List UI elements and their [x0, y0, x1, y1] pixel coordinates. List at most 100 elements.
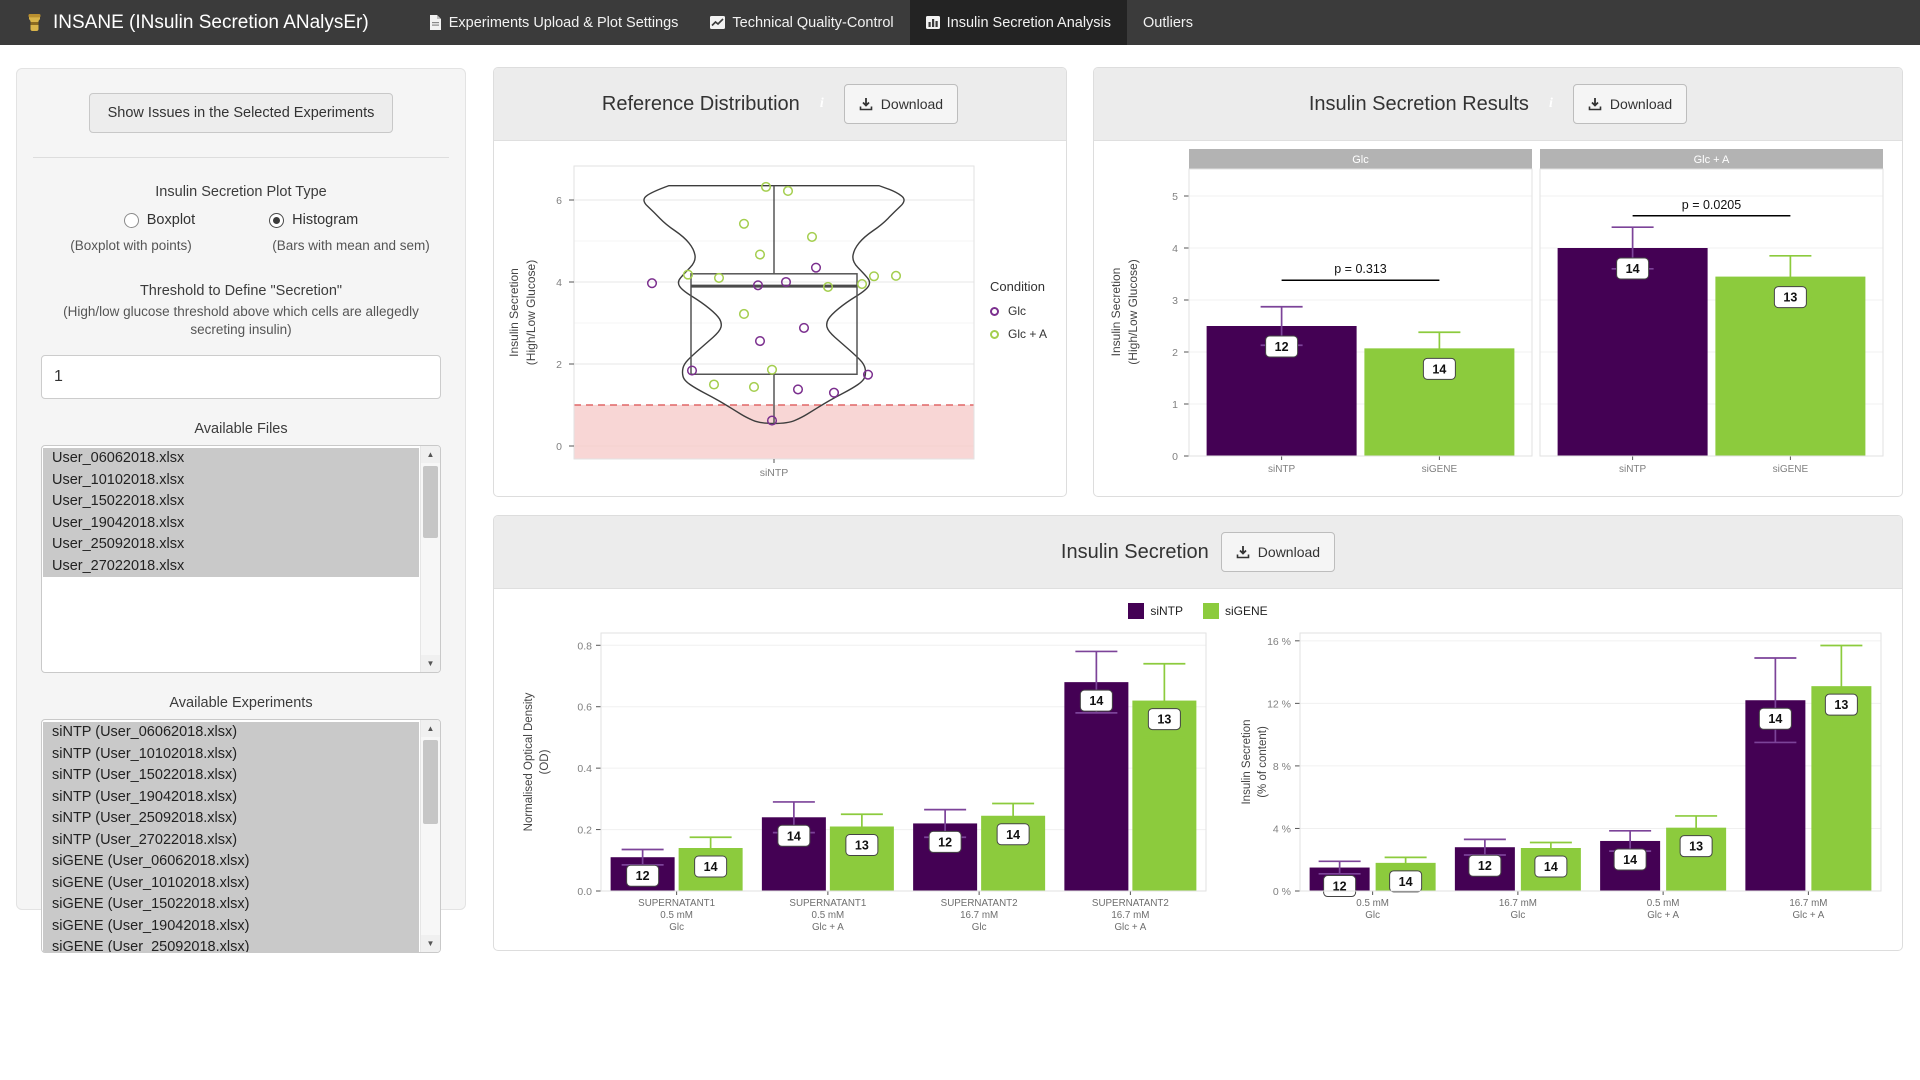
svg-text:0.5 mM: 0.5 mM	[1356, 898, 1389, 909]
info-icon[interactable]: i	[819, 96, 824, 111]
scroll-up-icon[interactable]: ▲	[421, 720, 440, 738]
svg-text:0.5 mM: 0.5 mM	[1647, 898, 1680, 909]
n-label	[845, 834, 879, 856]
svg-text:12 %: 12 %	[1267, 698, 1291, 710]
svg-text:1: 1	[1172, 399, 1178, 411]
results-panel-body: 0 1 2 3 4 5 Glc 12 siNTP 14 siGENE p = 0.313 Glc + A…	[1094, 141, 1902, 494]
svg-text:13: 13	[1783, 291, 1797, 305]
svg-text:(% of content): (% of content)	[1257, 726, 1269, 798]
file-list-item[interactable]: User_10102018.xlsx	[43, 469, 419, 492]
n-label	[626, 864, 660, 887]
download-button[interactable]: Download	[1220, 532, 1336, 572]
n-label	[1079, 689, 1113, 712]
available-files-list[interactable]: User_06062018.xlsx User_10102018.xlsx User…	[41, 445, 441, 674]
radio-histogram[interactable]: Histogram	[269, 212, 358, 228]
n-label	[1616, 257, 1650, 280]
boxplot-caption: (Boxplot with points)	[70, 238, 192, 253]
svg-text:p = 0.313: p = 0.313	[1334, 262, 1387, 276]
scroll-down-icon[interactable]: ▼	[421, 655, 440, 673]
app-title: INSANE (INsulin Secretion ANalysEr)	[53, 11, 369, 33]
scroll-up-icon[interactable]: ▲	[421, 446, 440, 464]
experiment-list-item[interactable]: siNTP (User_06062018.xlsx)	[43, 722, 419, 744]
radio-boxplot[interactable]: Boxplot	[123, 212, 196, 228]
svg-text:12: 12	[938, 835, 952, 849]
data-point	[738, 218, 750, 229]
n-label	[1773, 286, 1807, 309]
svg-text:siNTP: siNTP	[760, 467, 789, 479]
svg-text:16.7 mM: 16.7 mM	[1111, 910, 1149, 921]
experiment-list-item[interactable]: siGENE (User_25092018.xlsx)	[43, 937, 419, 953]
radio-boxplot-icon[interactable]	[123, 212, 139, 228]
legend-entry-sintp: siNTP	[1128, 603, 1183, 619]
tab-technical-qc[interactable]: Technical Quality-Control	[694, 0, 909, 45]
svg-text:SUPERNATANT1: SUPERNATANT1	[789, 898, 866, 909]
legend-title: Condition	[990, 279, 1045, 294]
file-list-item[interactable]: User_19042018.xlsx	[43, 512, 419, 535]
scroll-down-icon[interactable]: ▼	[421, 935, 440, 953]
data-point	[868, 271, 880, 282]
bar	[1064, 682, 1129, 891]
experiment-list-item[interactable]: siGENE (User_10102018.xlsx)	[43, 872, 419, 895]
legend-entry-glc: Glc	[990, 304, 1047, 318]
experiment-list-item[interactable]: siNTP (User_10102018.xlsx)	[43, 743, 419, 766]
file-list-item[interactable]: User_15022018.xlsx	[43, 491, 419, 513]
tab-experiments-upload[interactable]: Experiments Upload & Plot Settings	[413, 0, 695, 45]
svg-text:13: 13	[1834, 698, 1848, 712]
experiment-list-item[interactable]: siGENE (User_15022018.xlsx)	[43, 894, 419, 916]
sigene-swatch-icon	[1202, 603, 1219, 619]
experiment-list-item[interactable]: siNTP (User_25092018.xlsx)	[43, 808, 419, 830]
experiment-list-item[interactable]: siNTP (User_27022018.xlsx)	[43, 829, 419, 852]
svg-text:Glc + A: Glc + A	[1694, 154, 1730, 166]
file-list-item[interactable]: User_25092018.xlsx	[43, 534, 419, 556]
svg-text:SUPERNATANT2: SUPERNATANT2	[941, 898, 1018, 909]
data-point	[682, 269, 694, 280]
svg-text:0.5 mM: 0.5 mM	[660, 910, 693, 921]
download-button[interactable]: Download	[1572, 84, 1688, 124]
svg-text:2: 2	[1172, 347, 1178, 359]
radio-boxplot-label: Boxplot	[146, 212, 196, 228]
secretion-panel-header: Insulin Secretion Download	[494, 516, 1902, 589]
file-list-item[interactable]: User_06062018.xlsx	[43, 448, 419, 470]
scrollbar-thumb[interactable]	[423, 466, 438, 539]
insulin-secretion-panel: Insulin Secretion Download siNTP siGENE …	[493, 515, 1903, 951]
svg-text:SUPERNATANT2: SUPERNATANT2	[1092, 898, 1169, 909]
file-list-item[interactable]: User_27022018.xlsx	[43, 555, 419, 578]
experiment-list-item[interactable]: siNTP (User_15022018.xlsx)	[43, 765, 419, 787]
data-point	[810, 262, 822, 273]
plot-type-radio-group: Boxplot Histogram	[33, 212, 449, 228]
line-chart-icon	[710, 16, 726, 29]
experiment-list-item[interactable]: siGENE (User_06062018.xlsx)	[43, 851, 419, 873]
tab-outliers[interactable]: Outliers	[1127, 0, 1209, 45]
svg-text:0.5 mM: 0.5 mM	[812, 910, 845, 921]
radio-histogram-icon[interactable]	[269, 212, 285, 228]
legend-entry-glca: Glc + A	[990, 327, 1047, 341]
available-experiments-list[interactable]: siNTP (User_06062018.xlsx) siNTP (User_10…	[41, 719, 441, 954]
plot-type-captions: (Boxplot with points) (Bars with mean an…	[33, 238, 449, 253]
experiments-scrollbar[interactable]: ▲ ▼	[420, 720, 440, 953]
show-issues-button[interactable]: Show Issues in the Selected Experiments	[88, 93, 394, 133]
n-label	[1389, 870, 1423, 893]
n-label	[777, 824, 811, 847]
threshold-input[interactable]	[41, 355, 441, 400]
experiment-list-item[interactable]: siGENE (User_19042018.xlsx)	[43, 915, 419, 938]
legend-entry-sigene: siGENE	[1202, 603, 1268, 619]
scrollbar-thumb[interactable]	[423, 740, 438, 825]
svg-text:(High/Low Glucose): (High/Low Glucose)	[1126, 259, 1140, 364]
data-point	[752, 280, 764, 291]
tab-insulin-secretion-analysis[interactable]: Insulin Secretion Analysis	[909, 0, 1128, 45]
data-point	[748, 381, 760, 393]
download-button[interactable]: Download	[843, 84, 959, 124]
svg-text:(High/Low Glucose): (High/Low Glucose)	[524, 260, 538, 365]
facet-strip	[1540, 149, 1883, 169]
results-panel-header: Insulin Secretion Results i Download	[1094, 68, 1902, 141]
n-label	[1679, 835, 1713, 858]
info-icon[interactable]: i	[1548, 96, 1553, 111]
data-point	[766, 415, 778, 426]
svg-text:4 %: 4 %	[1273, 823, 1291, 835]
tab-label: Outliers	[1143, 14, 1193, 31]
svg-text:0.0: 0.0	[577, 886, 592, 898]
experiment-list-item[interactable]: siNTP (User_19042018.xlsx)	[43, 786, 419, 809]
files-scrollbar[interactable]: ▲ ▼	[420, 446, 440, 673]
tab-label: Insulin Secretion Analysis	[946, 14, 1112, 31]
